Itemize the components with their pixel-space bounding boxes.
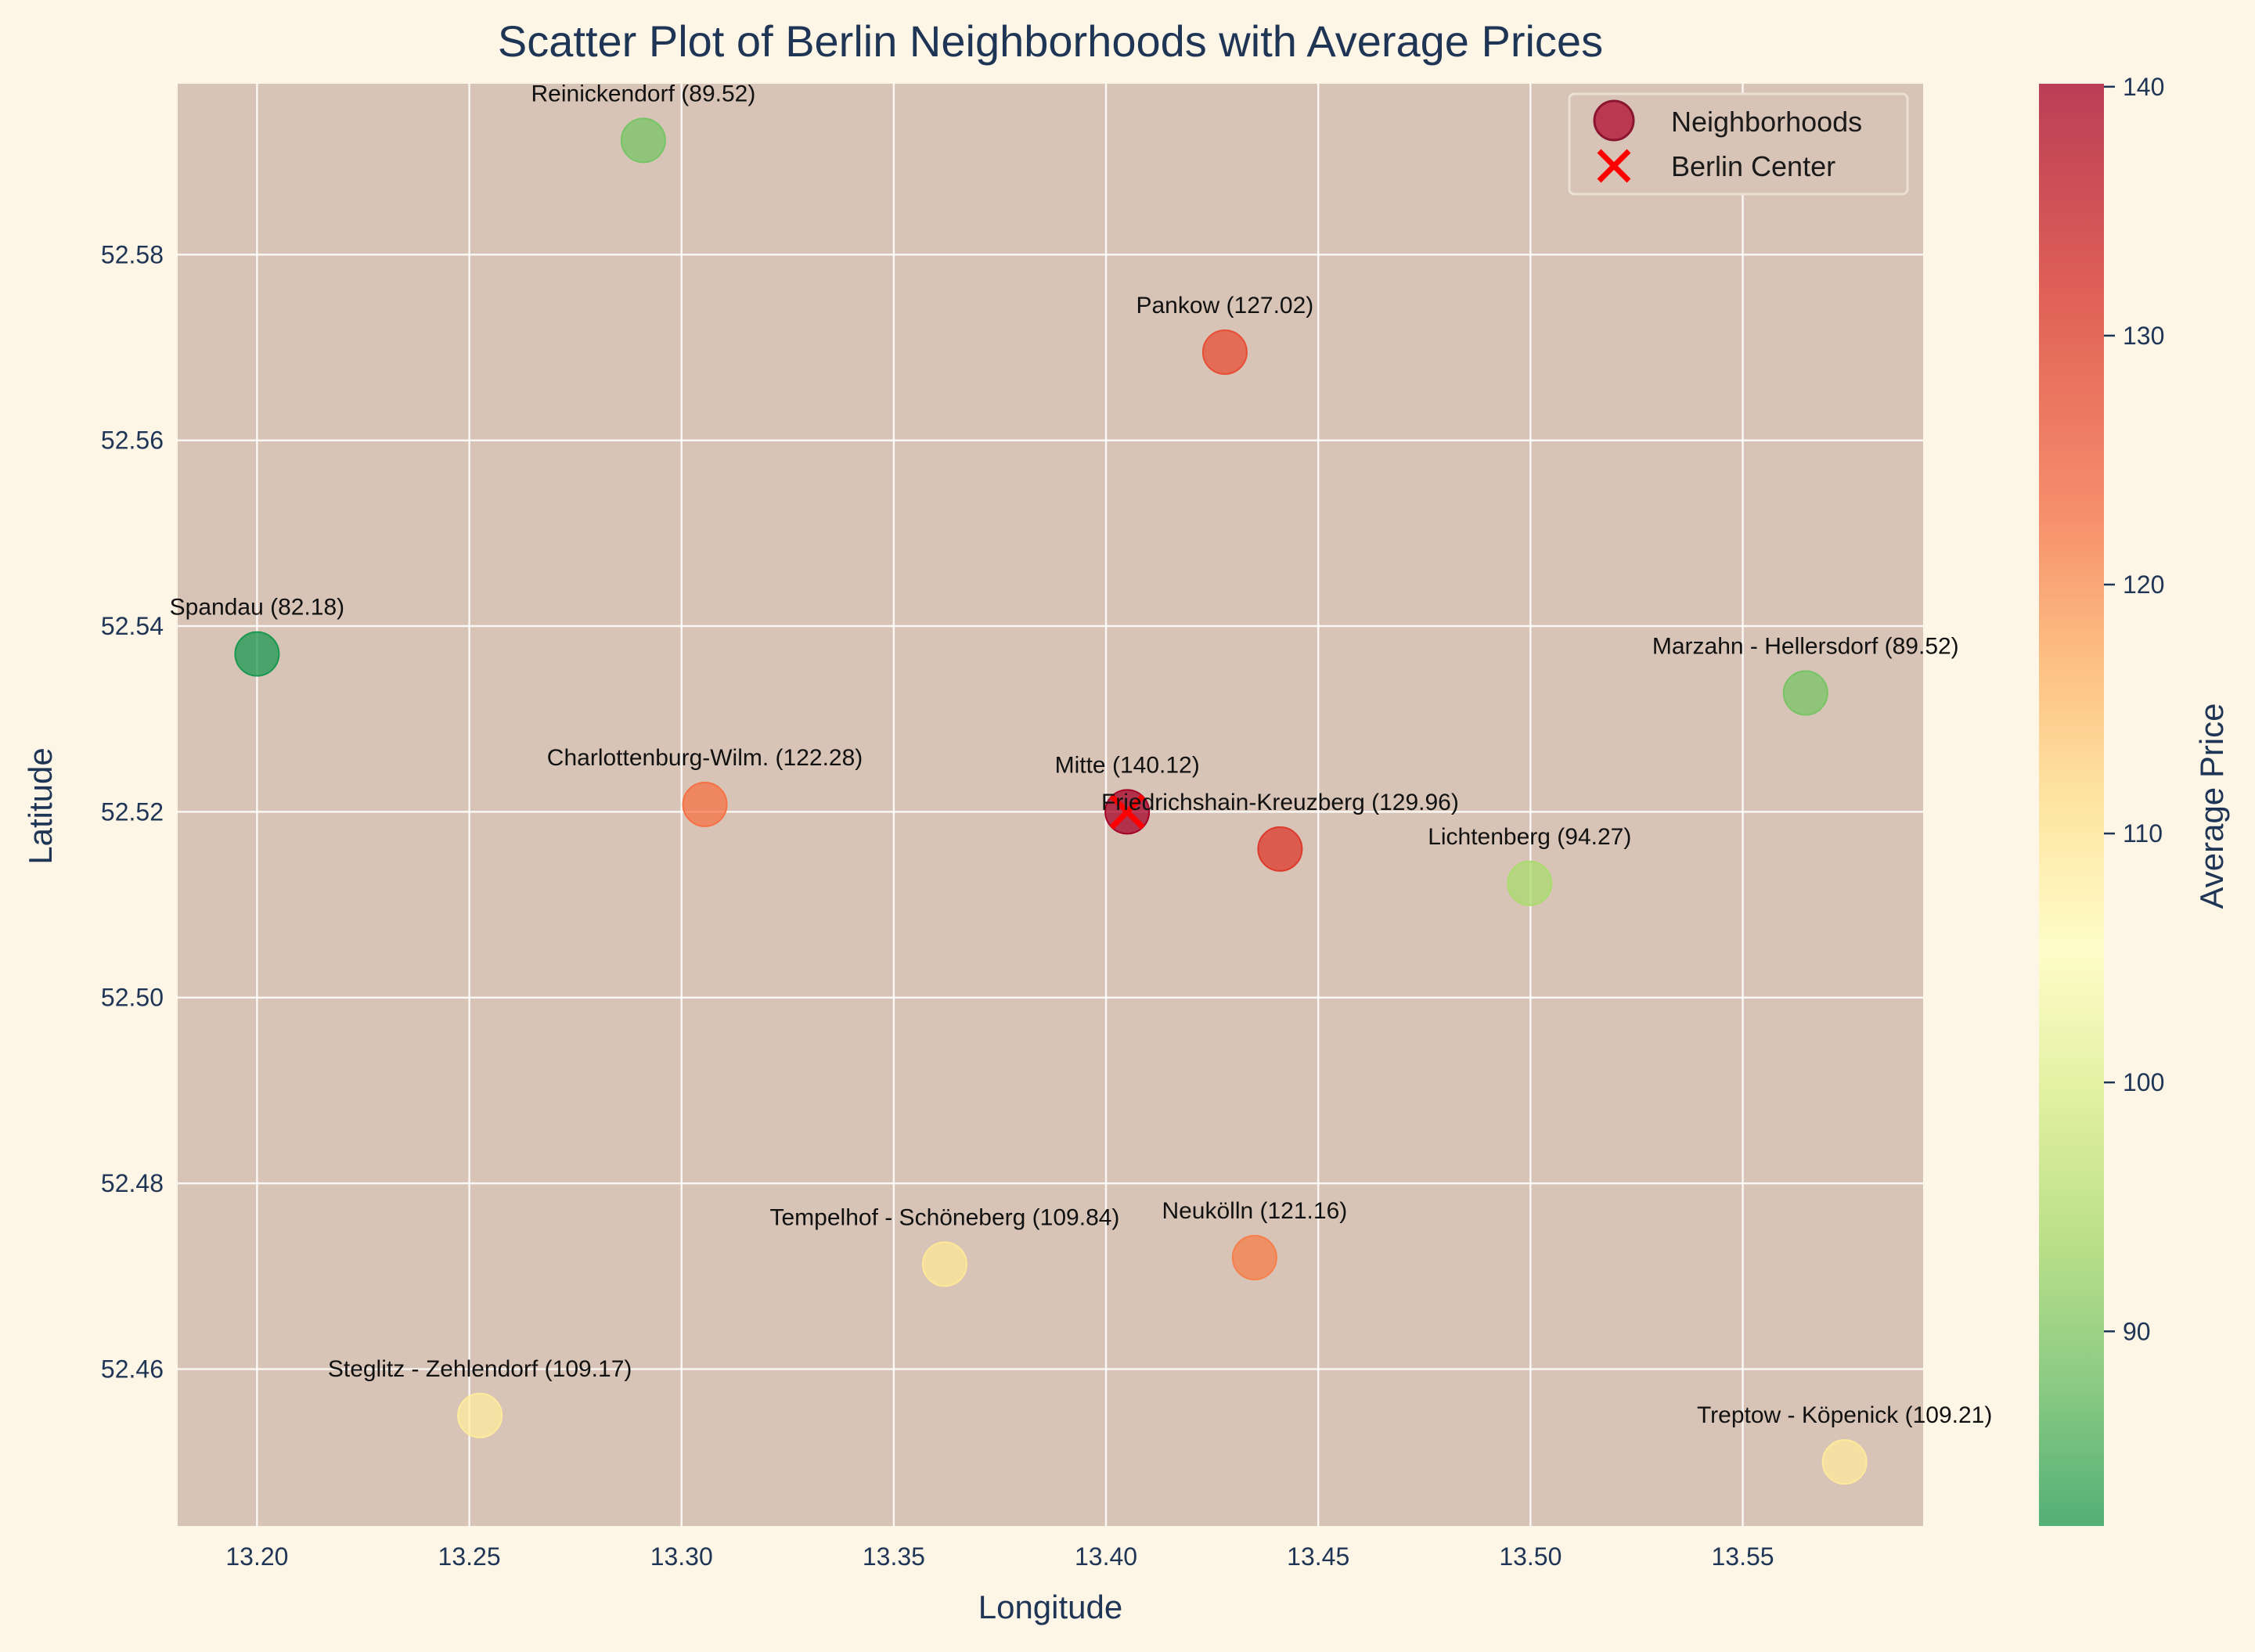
data-point-label: Tempelhof - Schöneberg (109.84) xyxy=(769,1204,1119,1230)
legend: Neighborhoods Berlin Center xyxy=(1568,92,1909,196)
data-point xyxy=(1821,1439,1868,1485)
center-x-stroke xyxy=(1109,794,1145,830)
data-point-label: Friedrichshain-Kreuzberg (129.96) xyxy=(1101,790,1459,815)
berlin-center-marker xyxy=(1109,794,1145,830)
data-point xyxy=(921,1241,967,1287)
data-point-label: Lichtenberg (94.27) xyxy=(1428,824,1631,850)
data-point-label: Marzahn - Hellersdorf (89.52) xyxy=(1652,633,1959,659)
data-point xyxy=(682,781,728,827)
y-tick-label: 52.56 xyxy=(101,426,164,455)
data-point-label: Pankow (127.02) xyxy=(1136,293,1313,319)
colorbar-label: Average Price xyxy=(2193,703,2230,909)
legend-box xyxy=(1568,92,1909,196)
x-tick-label: 13.30 xyxy=(650,1542,713,1571)
data-point-label: Mitte (140.12) xyxy=(1055,752,1200,778)
data-point-label: Reinickendorf (89.52) xyxy=(531,81,756,106)
colorbar-tick-label: 140 xyxy=(2123,73,2164,101)
data-point xyxy=(1782,670,1828,716)
y-tick-label: 52.50 xyxy=(101,984,164,1012)
x-tick-label: 13.20 xyxy=(225,1542,288,1571)
data-point xyxy=(1201,329,1248,375)
y-tick-label: 52.58 xyxy=(101,240,164,268)
data-point-label: Treptow - Köpenick (109.21) xyxy=(1697,1402,1992,1428)
legend-neighborhoods-marker-icon xyxy=(1593,99,1635,142)
data-point xyxy=(620,117,666,164)
x-tick-label: 13.25 xyxy=(438,1542,501,1571)
y-tick-label: 52.54 xyxy=(101,612,164,640)
data-point-label: Steglitz - Zehlendorf (109.17) xyxy=(328,1356,632,1382)
x-axis-ticks: 13.20 13.25 13.30 13.35 13.40 13.45 13.50 13.55 xyxy=(225,1542,1774,1571)
x-tick-label: 13.50 xyxy=(1499,1542,1562,1571)
data-point xyxy=(1231,1235,1277,1281)
y-tick-label: 52.52 xyxy=(101,797,164,826)
legend-center-label: Berlin Center xyxy=(1671,150,1835,182)
colorbar-tick-label: 130 xyxy=(2123,322,2164,350)
x-tick-label: 13.40 xyxy=(1075,1542,1137,1571)
data-point-label: Neukölln (121.16) xyxy=(1162,1198,1347,1224)
data-point xyxy=(234,631,280,677)
x-tick-label: 13.35 xyxy=(863,1542,925,1571)
colorbar-tick-label: 100 xyxy=(2123,1068,2164,1096)
colorbar: 90 100 110 120 130 140 Average Price xyxy=(2039,73,2230,1526)
colorbar-gradient xyxy=(2039,84,2104,1526)
chart-title: Scatter Plot of Berlin Neighborhoods wit… xyxy=(498,16,1603,66)
point-labels: Mitte (140.12) Friedrichshain-Kreuzberg (… xyxy=(170,81,1993,1428)
x-tick-label: 13.45 xyxy=(1287,1542,1349,1571)
y-tick-label: 52.46 xyxy=(101,1355,164,1383)
y-axis-label: Latitude xyxy=(22,747,59,864)
y-tick-label: 52.48 xyxy=(101,1169,164,1197)
data-point xyxy=(1507,860,1553,906)
legend-neighborhoods-label: Neighborhoods xyxy=(1671,106,1862,138)
colorbar-tick-label: 120 xyxy=(2123,570,2164,599)
legend-center-x-icon xyxy=(1597,149,1631,183)
colorbar-tick-label: 90 xyxy=(2123,1317,2151,1345)
y-axis-ticks: 52.46 52.48 52.50 52.52 52.54 52.56 52.58 xyxy=(101,240,164,1383)
colorbar-tick-label: 110 xyxy=(2123,819,2163,848)
colorbar-ticks: 90 100 110 120 130 140 xyxy=(2104,73,2164,1345)
x-axis-label: Longitude xyxy=(978,1589,1123,1625)
data-point xyxy=(457,1392,503,1438)
x-tick-label: 13.55 xyxy=(1711,1542,1774,1571)
plot-area xyxy=(178,84,1923,1526)
data-point xyxy=(1257,826,1303,872)
data-point-label: Charlottenburg-Wilm. (122.28) xyxy=(547,745,863,771)
data-point-label: Spandau (82.18) xyxy=(170,595,345,621)
